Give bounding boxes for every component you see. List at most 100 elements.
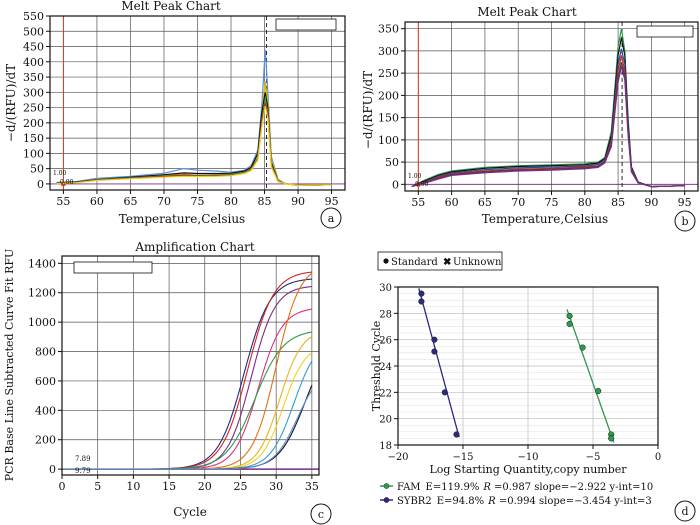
panel-c-xlabel: Cycle (173, 505, 207, 519)
panel-c-title: Amplification Chart (134, 240, 255, 254)
panel-a-xtick-label: 80 (224, 195, 238, 208)
panel-b-xtick-label: 65 (478, 196, 492, 209)
panel-d-top-legend (377, 251, 503, 271)
panel-c-series-10 (62, 389, 313, 470)
panel-b-ytick-label: 0 (392, 178, 399, 191)
panel-d-point-1-4 (441, 389, 448, 396)
panel-c-ytick-label: 600 (35, 375, 56, 388)
panel-a-series (50, 16, 345, 190)
panel-a-ytick-label: 400 (23, 56, 44, 69)
panel-c-xtick-label: 20 (198, 480, 212, 493)
panel-d-ytick-label: 28 (379, 309, 392, 320)
panel-a-xtick-label: 60 (90, 195, 104, 208)
panel-a-ytick-label: 200 (23, 117, 44, 130)
panel-d-grid (397, 286, 659, 446)
panel-a-threshold-label-2: 0.00 (60, 179, 74, 186)
panel-c-ticks: 0 5 10 15 20 25 30 35 0 200 400 600 800 1000 1200 1400 (28, 257, 319, 493)
panel-a-ytick-label: 0 (37, 178, 44, 191)
panel-d-fit-line-0 (566, 309, 615, 443)
panel-a-ytick-label: 500 (23, 25, 44, 38)
panel-a-ytick-label: 300 (23, 86, 44, 99)
panel-b-xtick-label: 90 (644, 196, 658, 209)
panel-c-ytick-label: 1000 (28, 316, 56, 329)
panel-b-ytick-label: 350 (378, 23, 399, 36)
panel-a-ytick-label: 150 (23, 132, 44, 145)
panel-a-tag: a (328, 212, 335, 225)
panel-b-series-0 (411, 28, 685, 188)
panel-c-xtick-label: 25 (233, 480, 247, 493)
panel-d-ticks: −20 −15 −10 −5 0 18 20 22 24 26 28 30 (379, 283, 661, 463)
panel-d-xtick-label: −10 (517, 452, 538, 463)
panel-c-xtick-label: 10 (126, 480, 140, 493)
panel-a-ytick-label: 100 (23, 147, 44, 160)
panel-b-xtick-label: 95 (678, 196, 692, 209)
panel-d: Standard ✖ Unknown −20 −15 −10 −5 0 18 20 22 24 2… (370, 251, 696, 522)
panel-a-xtick-label: 55 (56, 195, 70, 208)
standard-marker-icon (383, 258, 389, 264)
panel-b-xtick-label: 75 (545, 196, 559, 209)
panel-a-threshold-label: 1.00 (53, 170, 67, 177)
panel-c-xtick-label: 0 (59, 480, 66, 493)
panel-d-xtick-label: −20 (387, 452, 408, 463)
panel-b-xtick-label: 80 (578, 196, 592, 209)
panel-b-ytick-label: 100 (378, 134, 399, 147)
panel-c-frame (61, 255, 320, 476)
panel-d-xtick-label: 0 (655, 452, 661, 463)
panel-b-legend-box (636, 25, 694, 38)
panel-b-ytick-label: 200 (378, 89, 399, 102)
panel-a: Melt Peak Chart 55 60 65 70 75 80 85 90 95 0 50 100… (4, 0, 346, 229)
panel-d-point-0-1 (566, 320, 573, 327)
panel-b-series-1 (411, 37, 685, 188)
panel-b-ylabel: −d/(RFU)/dT (361, 71, 375, 149)
panel-c-ytick-label: 800 (35, 346, 56, 359)
panel-b-xtick-label: 85 (611, 196, 625, 209)
panel-a-legend-box (275, 18, 337, 31)
panel-c-series-6 (62, 336, 313, 470)
panel-d-point-1-0 (418, 290, 425, 297)
panel-b-ytick-label: 50 (385, 156, 399, 169)
panel-c-xtick-label: 5 (94, 480, 101, 493)
panel-d-point-0-2 (579, 344, 586, 351)
fam-stats: FAM E=119.9% R =0.987 slope=−2.922 y-int=1… (397, 482, 653, 493)
panel-b-threshold-label: 1.00 (408, 173, 422, 180)
panel-a-xtick-label: 70 (157, 195, 171, 208)
panel-d-ytick-label: 18 (379, 441, 392, 452)
unknown-marker-icon: ✖ (443, 257, 451, 268)
panel-d-fit-line-1 (418, 288, 460, 438)
panel-d-legend-unknown: Unknown (453, 257, 502, 268)
panel-a-ytick-label: 50 (30, 163, 44, 176)
panel-a-series-6 (56, 105, 332, 187)
panel-a-series-3 (56, 92, 332, 187)
panel-a-xtick-label: 85 (258, 195, 272, 208)
panel-c-series-3 (62, 308, 312, 470)
panel-b-title: Melt Peak Chart (477, 5, 577, 19)
panel-c: Amplification Chart 0 5 10 15 20 25 30 35 0 200 40… (3, 240, 332, 525)
panel-c-series-2 (62, 285, 312, 470)
panel-d-ytick-label: 20 (379, 415, 392, 426)
panel-a-series-4 (56, 98, 332, 187)
panel-a-xtick-label: 95 (325, 195, 339, 208)
panel-d-point-1-2 (431, 336, 438, 343)
panel-a-series-2 (56, 86, 332, 187)
panel-b-series (405, 22, 698, 191)
panel-c-threshold-label-2: 9.79 (75, 467, 91, 475)
panel-a-tag-circle (320, 207, 342, 229)
panel-b-xtick-label: 70 (511, 196, 525, 209)
panel-c-legend-box (73, 261, 153, 274)
panel-d-point-1-5 (453, 431, 460, 438)
panel-c-tag: c (318, 508, 324, 521)
panel-b-xlabel: Temperature,Celsius (482, 212, 608, 226)
panel-a-grid (50, 15, 345, 190)
panel-c-xtick-label: 30 (269, 480, 283, 493)
panel-b-ticks: 55 60 65 70 75 80 85 90 95 0 50 100 150 200 250 300 350 (378, 23, 692, 209)
panel-a-series-0 (56, 49, 332, 187)
panel-a-ylabel: −d/(RFU)/dT (4, 64, 18, 142)
panel-c-series (62, 271, 319, 470)
panel-a-ticks: 55 60 65 70 75 80 85 90 95 0 50 100 150 200 250 300 350 4… (23, 10, 339, 208)
panel-c-series-7 (62, 352, 313, 470)
panel-d-tag-circle (674, 500, 696, 522)
panel-d-tag: d (681, 505, 688, 518)
panel-d-point-0-3 (595, 387, 602, 395)
panel-b-xtick-label: 60 (445, 196, 459, 209)
